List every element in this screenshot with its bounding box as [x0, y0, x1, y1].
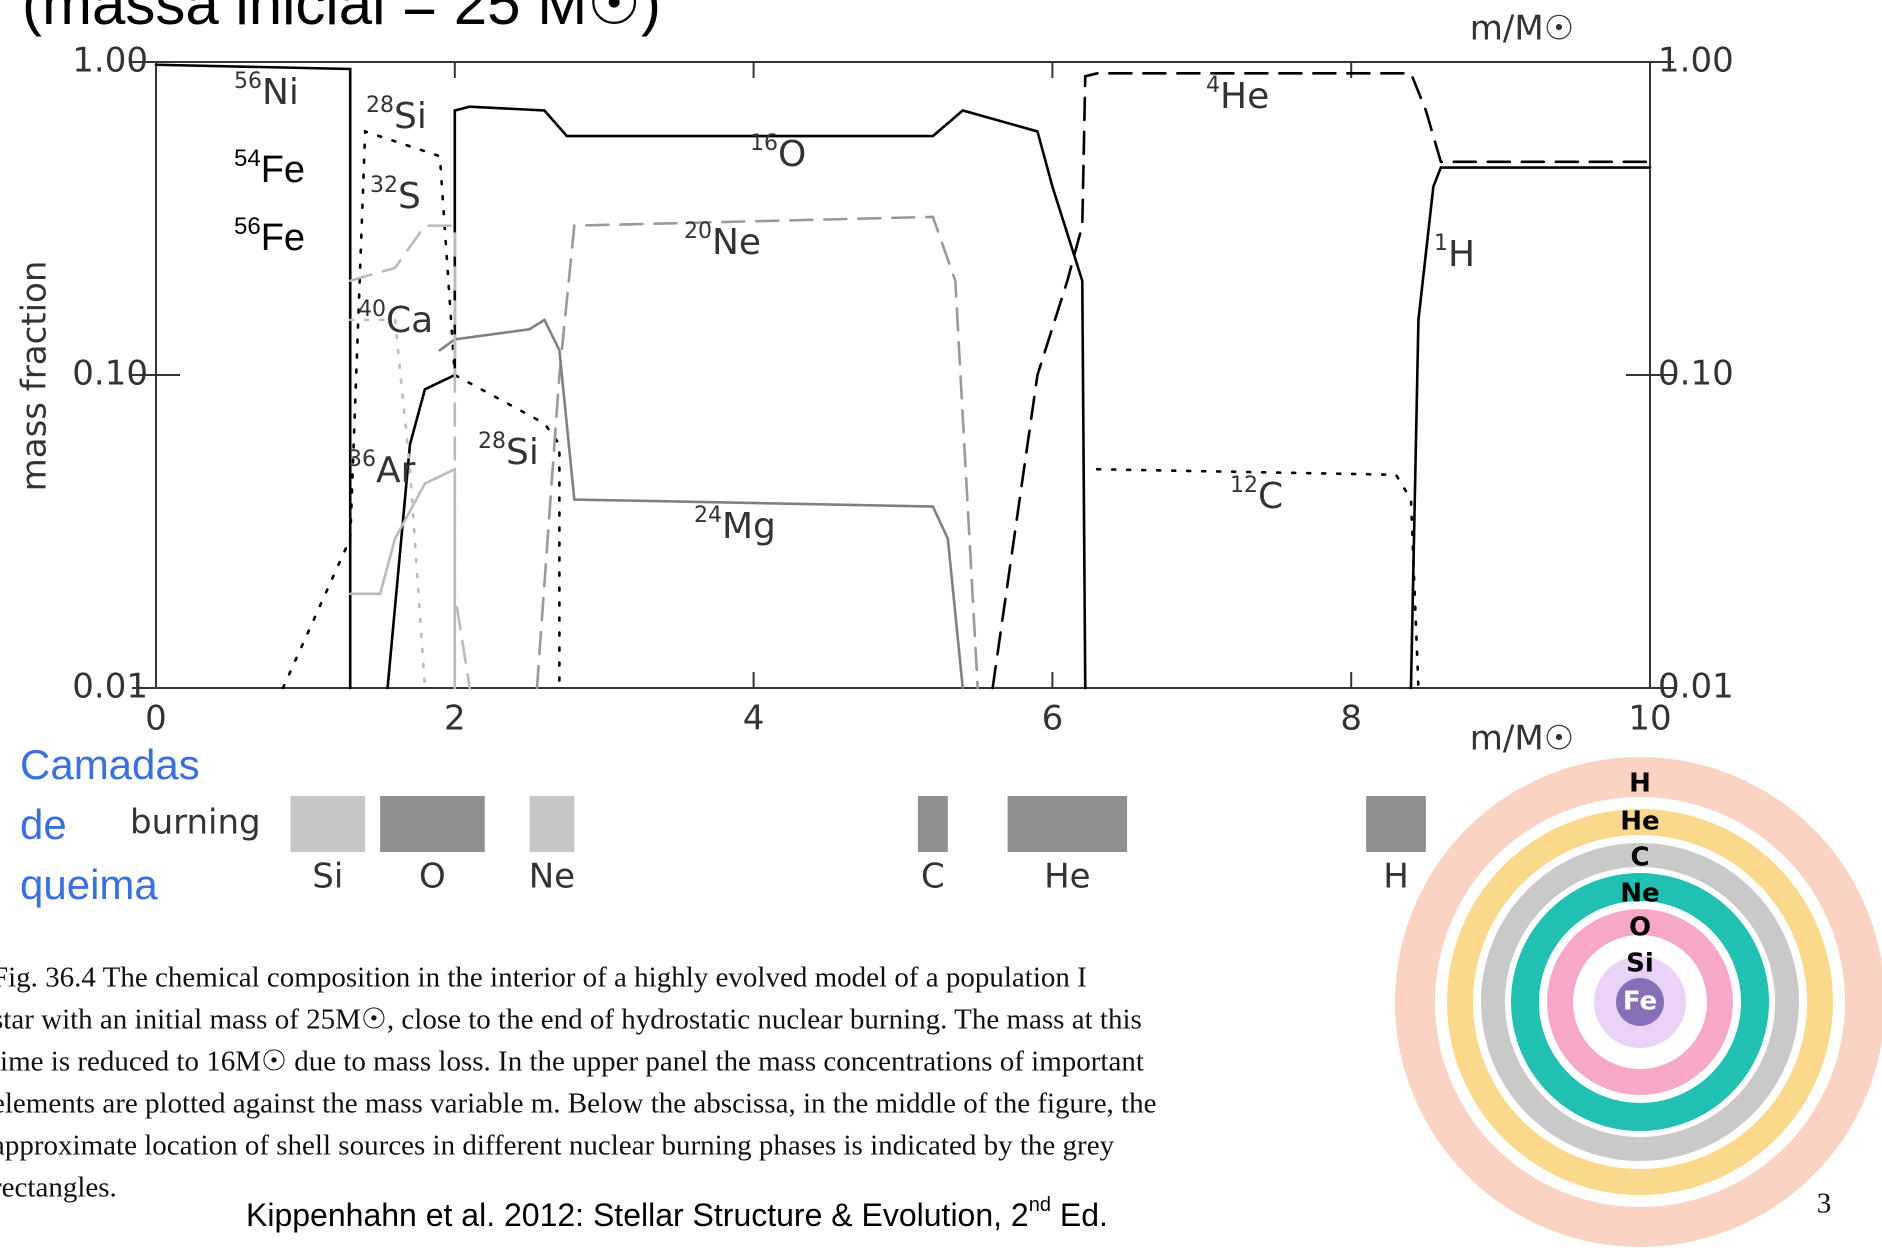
isotope-mass: 20: [684, 219, 712, 244]
annotation: de: [20, 801, 67, 848]
series-line: [283, 131, 559, 688]
curve-label: 24Mg: [694, 503, 776, 547]
series-line: [993, 73, 1650, 688]
y-tick-label: 1.00: [72, 41, 148, 81]
element-symbol: Mg: [722, 506, 776, 547]
element-symbol: Fe: [261, 149, 305, 191]
citation-part: Ed.: [1051, 1197, 1108, 1233]
burning-label: burning: [130, 803, 261, 843]
element-symbol: Fe: [261, 217, 305, 259]
shell-label: Fe: [1623, 987, 1657, 1017]
element-symbol: Ca: [386, 300, 433, 341]
burning-shell: [380, 796, 485, 852]
series-line: [537, 217, 978, 688]
isotope-mass: 24: [694, 503, 722, 528]
page-number: 3: [1817, 1188, 1832, 1220]
curve-label: 36Ar: [348, 447, 416, 491]
y-tick-label: 0.10: [1658, 354, 1734, 394]
series-line: [388, 107, 1086, 688]
element-symbol: H: [1448, 234, 1475, 275]
caption-line: elements are plotted against the mass va…: [0, 1088, 1157, 1120]
shell-label: He: [1620, 807, 1659, 837]
isotope-mass: 32: [370, 173, 398, 198]
x-tick-label: 2: [444, 699, 466, 739]
x-tick-label: 8: [1340, 699, 1362, 739]
element-symbol: O: [778, 134, 806, 175]
element-symbol: Ne: [712, 222, 761, 263]
citation-part: Kippenhahn et al. 2012: Stellar Structur…: [246, 1197, 1029, 1233]
annotation: Camadas: [20, 741, 200, 788]
y-tick-label: 0.10: [72, 354, 148, 394]
curve-label: 4He: [1206, 73, 1269, 117]
curve-label: 1H: [1434, 231, 1475, 275]
caption-line: approximate location of shell sources in…: [0, 1130, 1115, 1162]
annotation: queima: [20, 861, 158, 908]
slide-title: (massa inicial = 25 M☉): [22, 0, 661, 37]
y-axis-label: mass fraction: [15, 261, 55, 492]
shell-label: O: [1629, 913, 1651, 943]
shell-label: C: [1630, 843, 1649, 873]
shell-label: Ne: [1620, 879, 1659, 909]
element-symbol: Ar: [376, 450, 416, 491]
curve-label: 28Si: [478, 429, 539, 473]
caption-line: time is reduced to 16M☉ due to mass loss…: [0, 1046, 1144, 1078]
curve-label: 56Fe: [234, 213, 305, 259]
element-symbol: He: [1220, 76, 1269, 117]
isotope-mass: 28: [366, 93, 394, 118]
shell-label: H: [1629, 769, 1651, 799]
burning-shell-label: O: [419, 857, 446, 897]
isotope-mass: 4: [1206, 73, 1220, 98]
isotope-mass: 40: [358, 297, 386, 322]
x-axis-label: m/M☉: [1470, 9, 1574, 49]
slide-canvas: (massa inicial = 25 M☉) 02468100.010.101…: [0, 0, 1882, 1252]
caption-line: star with an initial mass of 25M☉, close…: [0, 1004, 1142, 1036]
isotope-mass: 1: [1434, 231, 1448, 256]
isotope-mass: 16: [750, 131, 778, 156]
element-symbol: Si: [506, 432, 539, 473]
series-line: [350, 469, 455, 688]
x-tick-label: 6: [1042, 699, 1064, 739]
isotope-mass: 12: [1230, 473, 1258, 498]
burning-shell: [1366, 796, 1426, 852]
curve-label: 28Si: [366, 93, 427, 137]
curve-label: 32S: [370, 173, 421, 217]
x-axis-label: m/M☉: [1470, 719, 1574, 759]
curve-label: 56Ni: [234, 69, 299, 113]
burning-shell-label: C: [921, 857, 945, 897]
element-symbol: S: [398, 176, 421, 217]
caption-line: Fig. 36.4 The chemical composition in th…: [0, 962, 1087, 994]
isotope-mass: 56: [234, 213, 261, 240]
curve-label: 54Fe: [234, 145, 305, 191]
caption-line: rectangles.: [0, 1172, 117, 1204]
curve-label: 16O: [750, 131, 806, 175]
burning-shell-label: Ne: [529, 857, 575, 897]
shell-label: Si: [1626, 949, 1654, 979]
burning-shell: [530, 796, 575, 852]
burning-shell: [290, 796, 365, 852]
burning-shell: [1008, 796, 1128, 852]
element-symbol: C: [1258, 476, 1283, 517]
citation: Kippenhahn et al. 2012: Stellar Structur…: [246, 1194, 1108, 1233]
citation-part: nd: [1029, 1194, 1051, 1216]
isotope-mass: 56: [234, 69, 262, 94]
slide: (massa inicial = 25 M☉) 02468100.010.101…: [0, 0, 1882, 1252]
burning-shell: [918, 796, 948, 852]
isotope-mass: 28: [478, 429, 506, 454]
y-tick-label: 1.00: [1658, 41, 1734, 81]
burning-shell-label: He: [1044, 857, 1090, 897]
x-tick-label: 0: [145, 699, 167, 739]
curve-label: 12C: [1230, 473, 1283, 517]
burning-shell-label: H: [1383, 857, 1409, 897]
element-symbol: Si: [394, 96, 427, 137]
isotope-mass: 54: [234, 145, 261, 172]
y-tick-label: 0.01: [1658, 667, 1734, 707]
curve-label: 20Ne: [684, 219, 761, 263]
y-tick-label: 0.01: [72, 667, 148, 707]
element-symbol: Ni: [262, 72, 299, 113]
burning-shell-label: Si: [312, 857, 343, 897]
curve-label: 40Ca: [358, 297, 433, 341]
x-tick-label: 4: [743, 699, 765, 739]
isotope-mass: 36: [348, 447, 376, 472]
